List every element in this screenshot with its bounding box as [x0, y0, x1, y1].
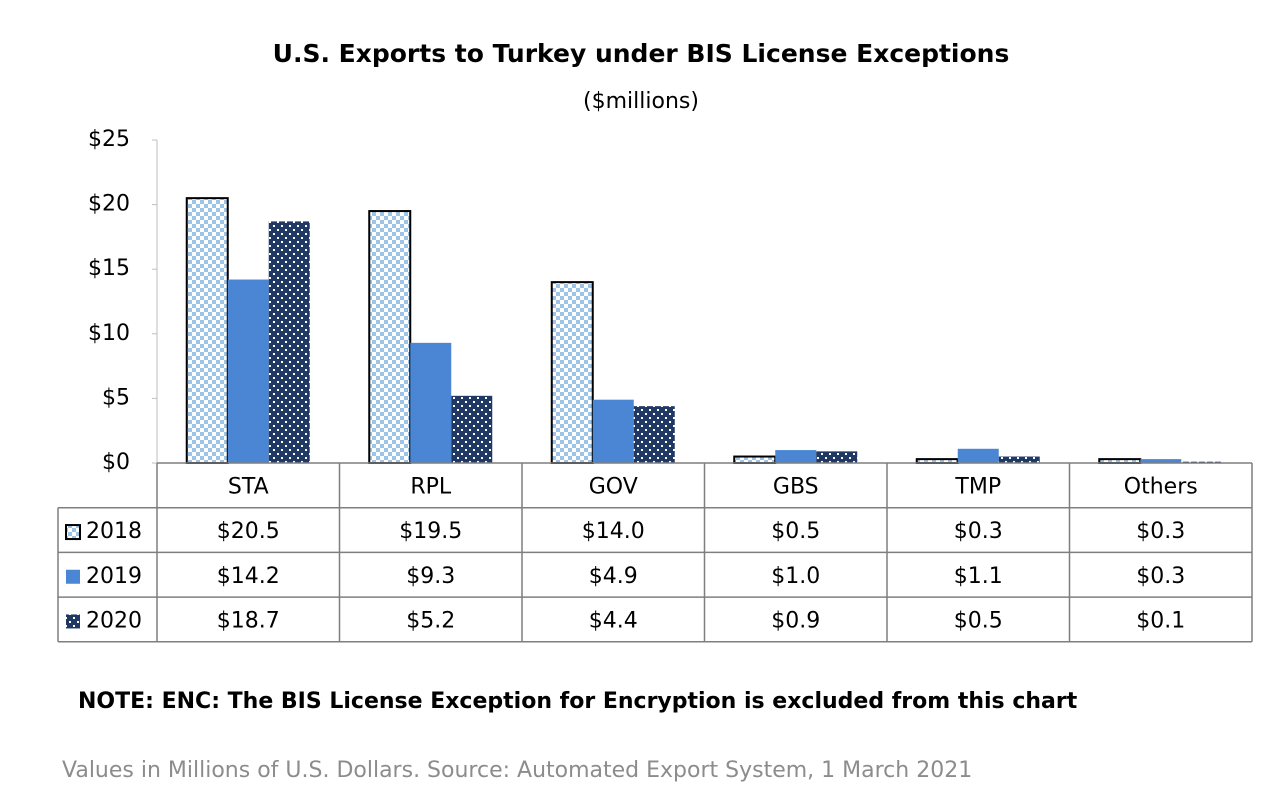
bar — [410, 342, 452, 463]
bar — [816, 451, 858, 463]
data-label: $0.5 — [954, 608, 1003, 633]
bar — [368, 210, 412, 464]
bar — [633, 406, 675, 463]
chart-subtitle: ($millions) — [583, 89, 699, 114]
note: NOTE: ENC: The BIS License Exception for… — [78, 689, 1078, 714]
y-tick-label: $10 — [88, 321, 130, 346]
data-label: $14.2 — [217, 564, 280, 589]
x-tick-label: TMP — [954, 474, 1001, 499]
data-label: $0.3 — [1136, 519, 1185, 544]
bar — [733, 455, 777, 465]
data-label: $0.1 — [1136, 608, 1185, 633]
bar — [998, 456, 1040, 463]
bar — [592, 399, 634, 463]
x-tick-label: GBS — [773, 474, 819, 499]
y-tick-label: $15 — [88, 256, 130, 281]
bar — [451, 395, 493, 463]
legend-key — [65, 524, 81, 541]
source: Values in Millions of U.S. Dollars. Sour… — [62, 758, 972, 783]
data-label: $19.5 — [399, 519, 462, 544]
data-label: $9.3 — [406, 564, 455, 589]
x-tick-label: Others — [1124, 474, 1198, 499]
y-tick-label: $20 — [88, 192, 130, 217]
data-label: $18.7 — [217, 608, 280, 633]
legend-key — [66, 569, 80, 584]
x-tick-label: STA — [228, 474, 269, 499]
data-label: $4.4 — [589, 608, 638, 633]
bar — [227, 279, 269, 463]
bar — [550, 281, 594, 464]
bar — [268, 221, 310, 463]
legend-key — [66, 614, 80, 629]
x-tick-label: RPL — [410, 474, 452, 499]
legend-label: 2019 — [86, 564, 142, 589]
bar — [775, 450, 817, 463]
data-label: $14.0 — [582, 519, 645, 544]
bar — [185, 197, 229, 464]
data-label: $1.1 — [954, 564, 1003, 589]
data-label: $0.5 — [771, 519, 820, 544]
legend-label: 2020 — [86, 608, 142, 633]
data-label: $5.2 — [406, 608, 455, 633]
chart-title: U.S. Exports to Turkey under BIS License… — [273, 39, 1010, 68]
data-label: $4.9 — [589, 564, 638, 589]
y-tick-label: $5 — [102, 385, 130, 410]
bar — [957, 448, 999, 463]
data-label: $20.5 — [217, 519, 280, 544]
data-label: $1.0 — [771, 564, 820, 589]
legend-label: 2018 — [86, 519, 142, 544]
x-tick-label: GOV — [589, 474, 638, 499]
y-tick-label: $0 — [102, 450, 130, 475]
data-label: $0.9 — [771, 608, 820, 633]
bar — [1140, 459, 1182, 463]
data-label: $0.3 — [954, 519, 1003, 544]
data-label: $0.3 — [1136, 564, 1185, 589]
y-tick-label: $25 — [88, 127, 130, 152]
